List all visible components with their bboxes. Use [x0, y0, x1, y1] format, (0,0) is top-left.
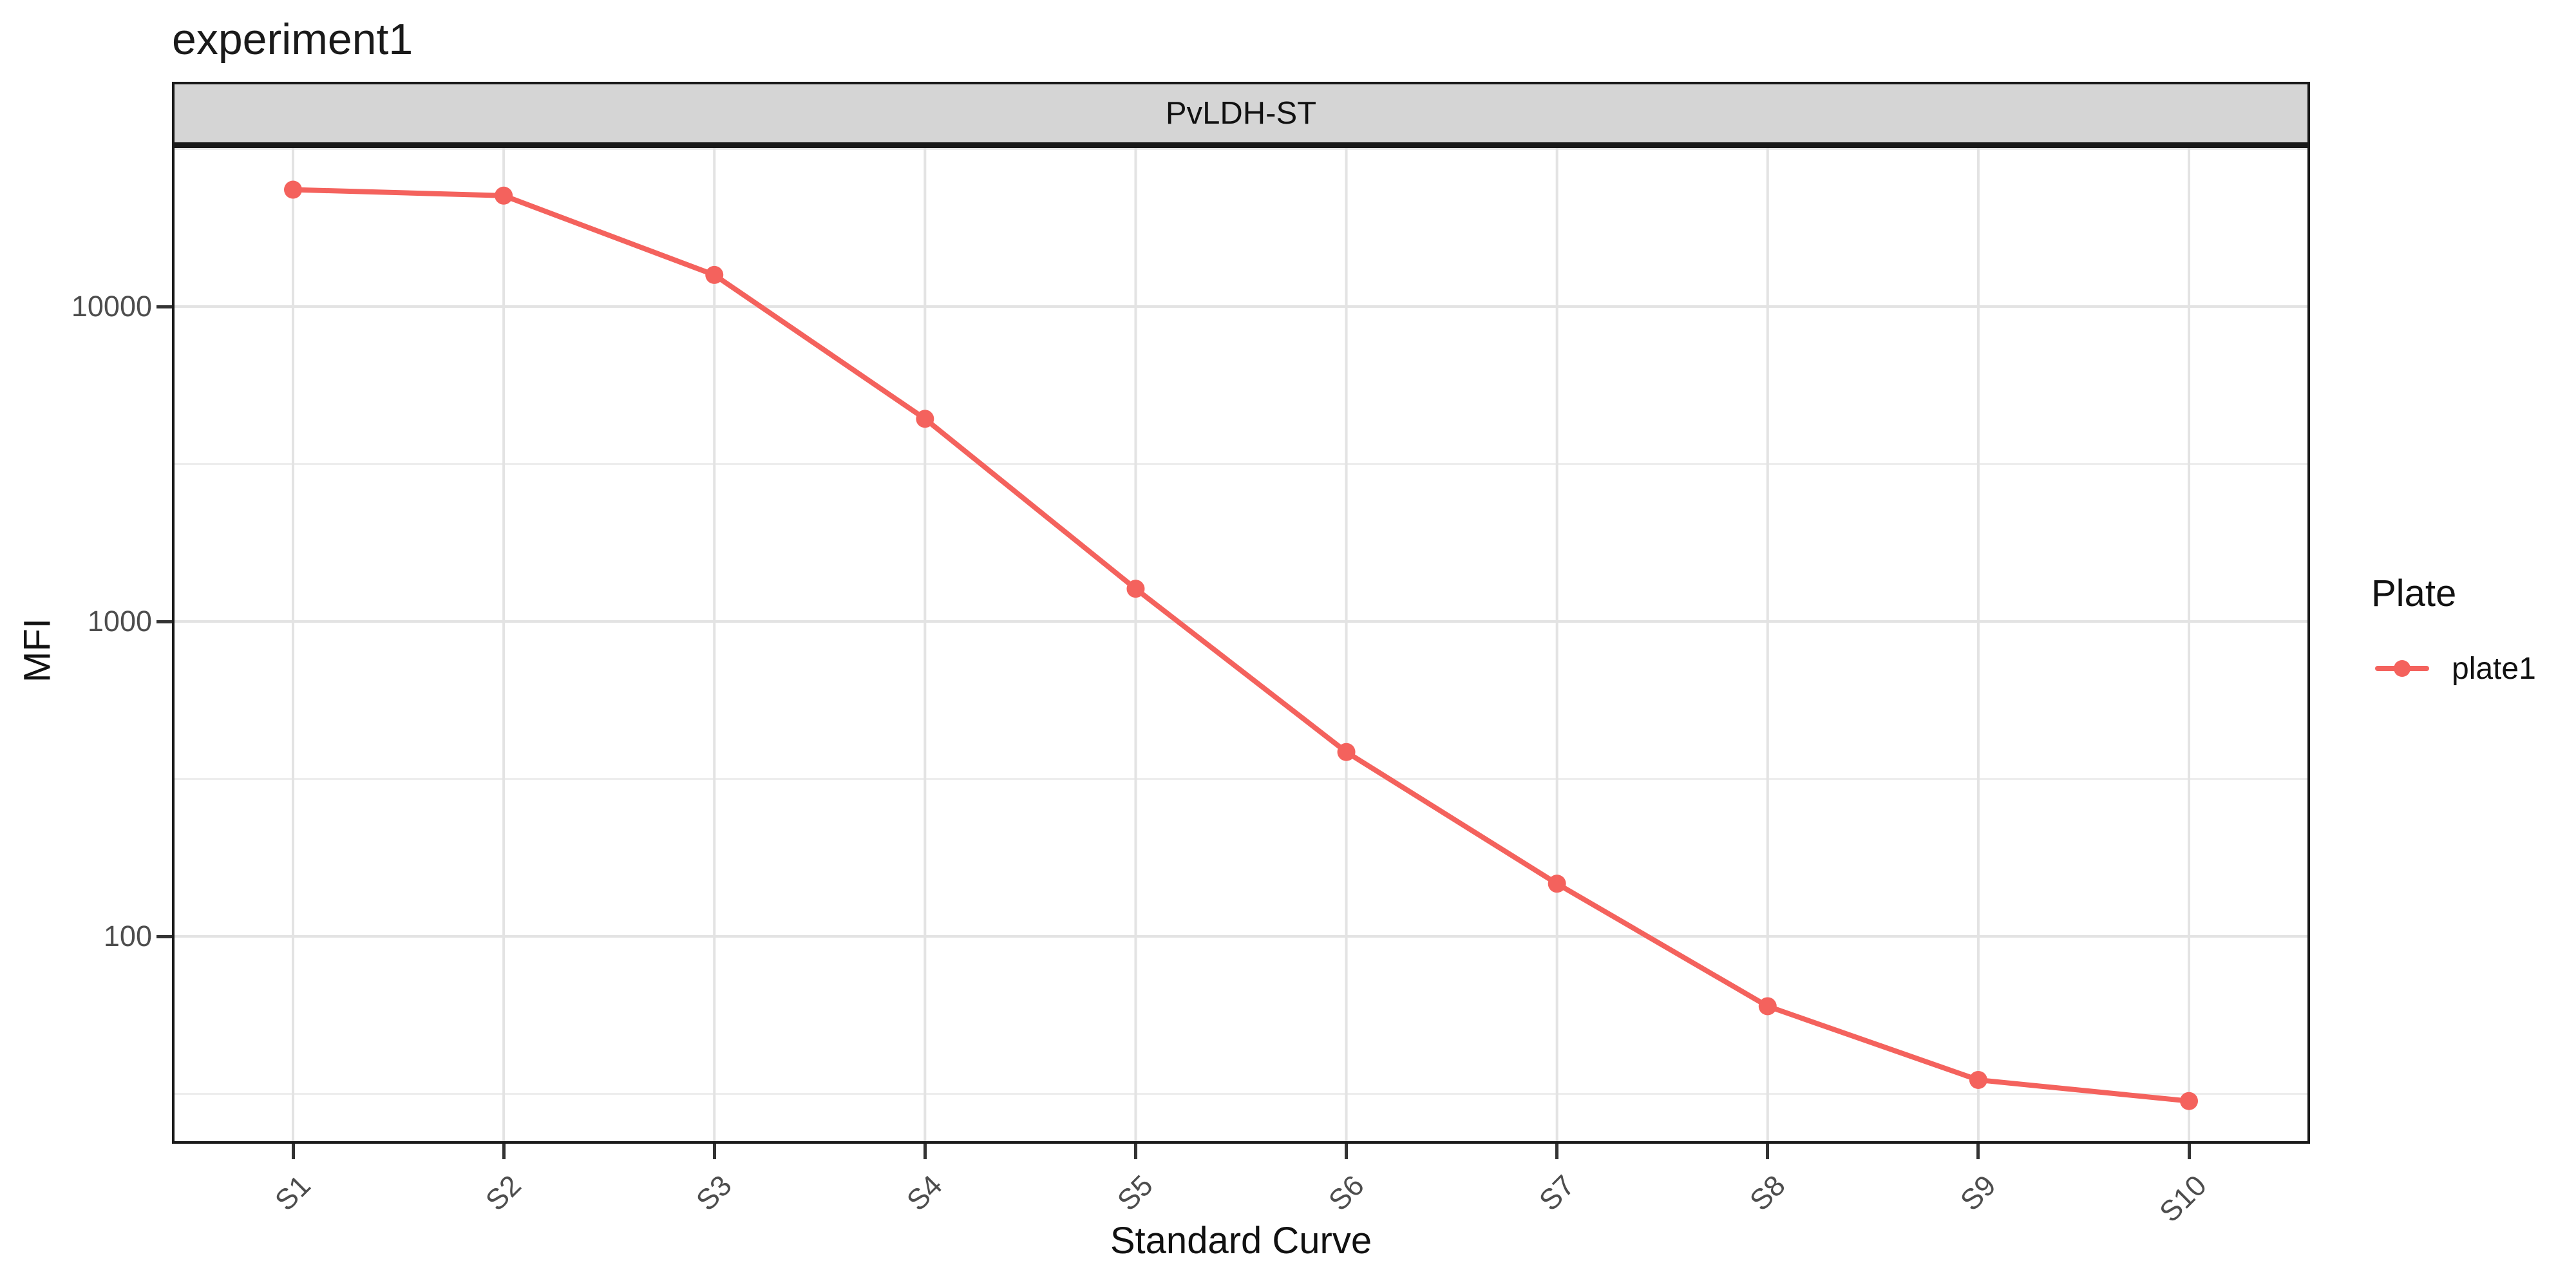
y-tick-mark	[156, 305, 172, 308]
x-tick-label-wrap: S8	[1555, 1168, 1792, 1217]
x-tick-label-wrap: S9	[1766, 1168, 2002, 1217]
y-tick-label: 100	[103, 920, 152, 952]
legend-key-dot	[2394, 660, 2410, 677]
x-axis-title: Standard Curve	[1110, 1220, 1372, 1262]
chart-svg	[175, 148, 2307, 1141]
x-tick-label-wrap: S2	[291, 1168, 527, 1217]
y-tick-label: 10000	[71, 290, 152, 323]
data-point-S1	[284, 180, 302, 199]
x-tick-mark	[1345, 1144, 1349, 1159]
data-point-S8	[1758, 997, 1777, 1016]
x-tick-mark	[1133, 1144, 1137, 1159]
x-tick-label-wrap: S1	[80, 1168, 317, 1217]
data-point-S2	[495, 186, 513, 205]
x-tick-mark	[502, 1144, 506, 1159]
data-point-S6	[1337, 743, 1356, 761]
legend-item-label: plate1	[2452, 651, 2536, 686]
y-tick-label: 1000	[87, 605, 152, 638]
legend-key-line-dot-icon	[2375, 659, 2429, 678]
x-tick-label-wrap: S5	[923, 1168, 1159, 1217]
data-point-S9	[1969, 1070, 1987, 1089]
y-tick-mark	[156, 934, 172, 938]
legend-title: Plate	[2371, 573, 2457, 614]
data-point-S10	[2180, 1092, 2198, 1110]
x-tick-label-wrap: S6	[1134, 1168, 1370, 1217]
facet-strip-label: PvLDH-ST	[1165, 96, 1317, 131]
x-tick-mark	[2187, 1144, 2191, 1159]
series-line-plate1	[290, 187, 2192, 1104]
x-tick-mark	[1766, 1144, 1770, 1159]
x-tick-mark	[1555, 1144, 1559, 1159]
facet-strip: PvLDH-ST	[172, 82, 2310, 146]
legend-item: plate1	[2357, 645, 2536, 692]
x-tick-label-wrap: S7	[1345, 1168, 1580, 1217]
x-tick-mark	[291, 1144, 295, 1159]
data-point-S5	[1126, 580, 1145, 598]
plot-title: experiment1	[172, 15, 413, 64]
x-tick-mark	[712, 1144, 716, 1159]
data-point-S7	[1548, 875, 1566, 893]
legend: Plate plate1	[2357, 572, 2536, 692]
legend-items: plate1	[2357, 645, 2536, 692]
data-point-S3	[705, 265, 724, 284]
x-tick-label-wrap: S4	[712, 1168, 949, 1217]
x-tick-label-wrap: S3	[502, 1168, 738, 1217]
x-tick-mark	[923, 1144, 927, 1159]
plot-panel	[172, 146, 2310, 1144]
x-tick-mark	[1976, 1144, 1980, 1159]
x-tick-label-wrap: S10	[1976, 1168, 2213, 1229]
x-tick-label: S10	[2153, 1168, 2213, 1229]
y-tick-mark	[156, 620, 172, 623]
data-point-S4	[916, 410, 934, 428]
